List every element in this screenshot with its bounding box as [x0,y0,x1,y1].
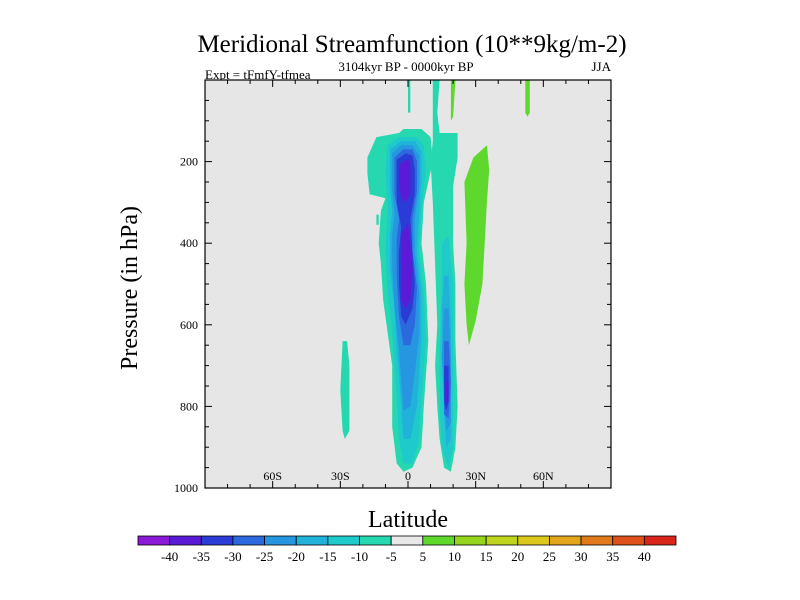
contour-region-15 [399,159,411,203]
colorbar-label: -40 [161,549,178,564]
x-tick-label: 60N [533,469,554,483]
colorbar-swatch [580,535,614,546]
colorbar-swatch [232,535,265,546]
x-axis-label: Latitude [368,507,448,533]
colorbar-swatch [517,535,550,546]
colorbar-swatch [422,535,455,546]
colorbar-swatch [264,535,297,546]
contour-region-17 [446,381,449,403]
colorbar-swatch [295,535,329,546]
x-tick-label: 30S [331,469,350,483]
colorbar-label: -10 [351,549,368,564]
colorbar-swatch [169,535,202,546]
contour-region-18 [464,145,490,346]
experiment-label: Expt = tFmfY-tfmea [205,67,311,82]
colorbar-swatch [359,535,392,546]
contour-regions [340,80,530,472]
colorbar-swatch [612,535,645,546]
colorbar-label: -15 [319,549,336,564]
x-tick-label: 0 [405,469,411,483]
chart-title: Meridional Streamfunction (10**9kg/m-2) [197,31,626,58]
y-tick-label: 200 [180,155,198,169]
x-tick-label: 60S [263,469,282,483]
colorbar-swatch [549,535,582,546]
y-tick-label: 600 [180,318,198,332]
colorbar-swatch [643,535,677,546]
season-label: JJA [591,59,611,74]
y-tick-label: 400 [180,236,198,250]
colorbar-swatch [200,535,234,546]
colorbar-label: 40 [638,549,651,564]
colorbar-swatch [454,535,487,546]
plot-area [204,79,612,489]
colorbar-swatch [390,535,424,546]
y-tick-label: 800 [180,399,198,413]
colorbar-swatch [137,535,171,546]
x-axis-ticks: 60S 30S 0 30N 60N [227,80,589,488]
colorbar-label: -25 [256,549,273,564]
colorbar-label: -35 [193,549,210,564]
contour-region-20 [450,80,456,121]
colorbar: -40 -35 -30 -25 -20 -15 -10 -5 5 10 15 20 25 30 35 40 [137,535,677,564]
period-label: 3104kyr BP - 0000kyr BP [338,59,473,74]
colorbar-label: -20 [288,549,305,564]
colorbar-label: 25 [543,549,556,564]
contour-region-1 [408,80,411,113]
x-tick-label: 30N [465,469,486,483]
colorbar-label: 5 [420,549,427,564]
colorbar-label: 10 [448,549,461,564]
colorbar-label: 35 [606,549,619,564]
colorbar-label: 20 [511,549,524,564]
colorbar-label: 15 [480,549,493,564]
colorbar-label: -30 [224,549,241,564]
colorbar-label: 30 [575,549,588,564]
y-axis-ticks: 200 400 600 800 1000 [174,99,611,495]
y-tick-label: 1000 [174,481,198,495]
colorbar-swatch [485,535,519,546]
contour-region-3 [340,341,350,439]
colorbar-label: -5 [386,549,397,564]
contour-region-4 [376,214,379,225]
y-axis-label: Pressure (in hPa) [117,206,143,370]
colorbar-swatch [327,535,360,546]
contour-region-16 [401,222,413,309]
contour-region-19 [525,80,530,117]
